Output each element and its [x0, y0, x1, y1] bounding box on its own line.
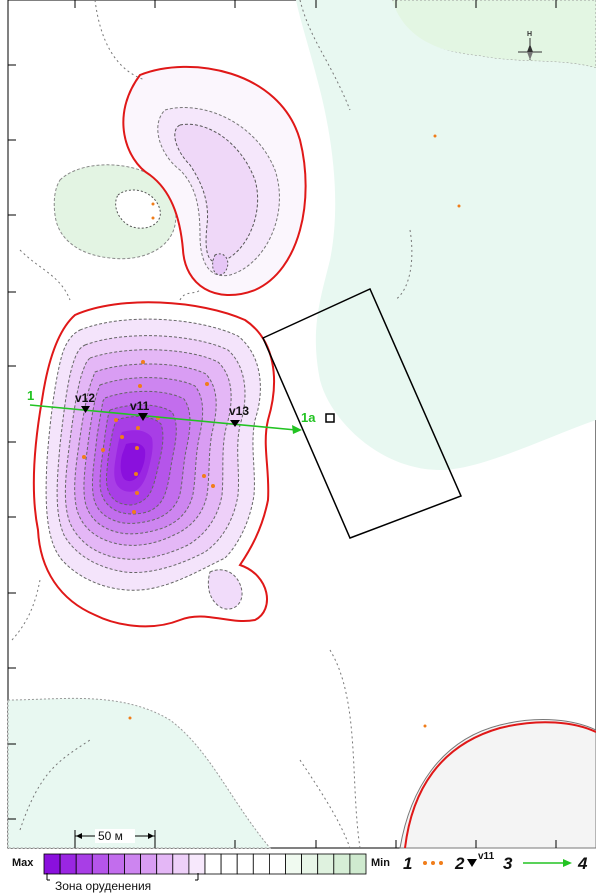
legend-swatch	[108, 853, 125, 875]
north-label: Н	[527, 31, 532, 38]
low-zones	[7, 0, 596, 849]
legend-swatch	[333, 853, 351, 875]
legend-sample-dot	[431, 861, 435, 865]
legend-swatch	[349, 853, 367, 875]
sample-point	[132, 510, 136, 514]
legend-swatch	[285, 853, 303, 875]
profile-end-label: 1а	[301, 410, 316, 425]
legend-swatch	[140, 853, 158, 875]
low-zone-bottom-right	[399, 719, 596, 849]
low-zone-left-upper	[53, 164, 177, 260]
profile-start-label: 1	[27, 388, 34, 403]
sample-point	[433, 134, 437, 138]
well-label-v12: v12	[75, 391, 95, 405]
legend-item-1-number: 1	[403, 854, 412, 873]
point-marker-square	[325, 413, 335, 423]
legend-swatch	[317, 853, 335, 875]
legend-swatch	[268, 853, 286, 875]
sample-point	[135, 491, 139, 495]
legend-swatch	[91, 853, 109, 875]
legend-swatch	[172, 853, 190, 875]
legend-swatch	[252, 853, 270, 875]
wells: v12 v11 v13	[75, 391, 249, 427]
legend-swatch	[236, 853, 254, 875]
legend-swatch	[204, 853, 222, 875]
scale-bar: 50 м	[74, 829, 156, 843]
sample-point	[138, 384, 142, 388]
legend-item-2-number: 2	[454, 854, 465, 873]
sample-point	[82, 455, 86, 459]
legend-item-4-number: 4	[577, 854, 588, 873]
profile-arrowhead	[292, 425, 302, 434]
profile-line	[29, 404, 297, 431]
sample-point	[128, 716, 132, 720]
sample-point	[151, 202, 155, 206]
well-marker-v11	[138, 413, 148, 421]
legend: Max Min Зона оруденения 1 2 v11 3 4	[12, 851, 588, 894]
legend-item-3-number: 3	[503, 854, 513, 873]
legend-swatch	[75, 853, 93, 875]
sample-point	[205, 382, 209, 386]
sample-point	[151, 216, 155, 220]
sample-point	[101, 448, 105, 452]
legend-swatch	[188, 853, 206, 875]
legend-zone-label: Зона оруденения	[55, 879, 151, 893]
well-label-v13: v13	[229, 404, 249, 418]
sample-point	[141, 360, 145, 364]
legend-swatch	[59, 853, 77, 875]
well-marker-v13	[230, 420, 240, 427]
legend-swatch	[43, 853, 61, 875]
sample-point	[120, 435, 124, 439]
main-anomaly	[32, 301, 275, 628]
profile-line-group: 1 1а	[27, 388, 316, 434]
legend-swatch	[124, 853, 142, 875]
sample-point	[114, 418, 118, 422]
sample-point	[202, 474, 206, 478]
ore-contour-bottom-right	[404, 721, 596, 849]
survey-rectangle	[262, 288, 463, 539]
legend-well-label: v11	[478, 851, 495, 862]
isolines	[11, 0, 413, 849]
sample-point	[135, 446, 139, 450]
sample-point	[136, 426, 140, 430]
legend-max-label: Max	[12, 857, 34, 869]
well-marker-v12	[81, 406, 90, 413]
frame-ticks	[8, 0, 557, 848]
legend-color-bar	[43, 853, 367, 875]
sample-point	[211, 484, 215, 488]
sample-points	[82, 134, 461, 728]
legend-swatch	[220, 853, 238, 875]
legend-min-label: Min	[371, 857, 390, 869]
legend-swatch	[156, 853, 174, 875]
sample-point	[423, 724, 427, 728]
legend-sample-dot	[439, 861, 443, 865]
legend-swatch	[301, 853, 319, 875]
sample-point	[134, 472, 138, 476]
scale-label: 50 м	[98, 829, 123, 843]
low-zone-top-right	[391, 0, 596, 69]
upper-anomaly	[115, 65, 307, 296]
low-zone-right	[296, 0, 596, 470]
legend-well-icon	[467, 859, 477, 867]
low-zone-bottom-left	[7, 697, 272, 849]
well-label-v11: v11	[130, 399, 150, 413]
legend-profile-arrow	[563, 859, 572, 867]
legend-sample-dot	[423, 861, 427, 865]
north-arrow-icon: Н	[518, 31, 542, 60]
sample-point	[457, 204, 461, 208]
